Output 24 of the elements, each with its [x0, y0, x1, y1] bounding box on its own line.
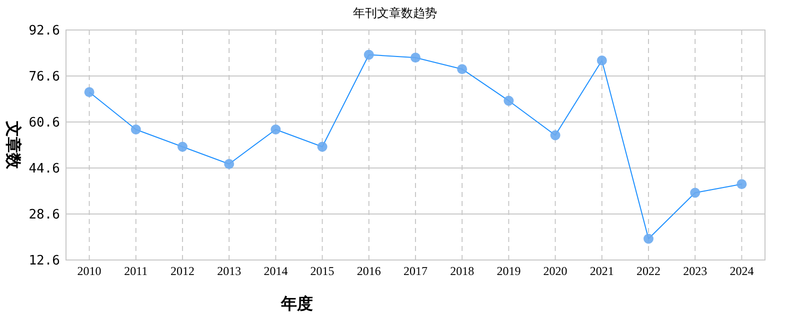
- x-tick-label: 2013: [217, 264, 242, 278]
- y-tick-label: 92.6: [28, 24, 60, 39]
- x-tick-label: 2017: [404, 264, 428, 278]
- x-tick-label: 2011: [124, 264, 148, 278]
- y-axis-title: 文章数: [4, 120, 23, 170]
- x-tick-label: 2014: [264, 264, 288, 278]
- x-tick-label: 2024: [730, 264, 754, 278]
- y-tick-label: 28.6: [28, 208, 60, 223]
- x-tick-label: 2022: [636, 264, 660, 278]
- x-tick-label: 2021: [590, 264, 614, 278]
- x-tick-label: 2018: [450, 264, 474, 278]
- x-tick-label: 2020: [543, 264, 568, 278]
- y-tick-label: 12.6: [28, 254, 60, 269]
- x-tick-label: 2016: [356, 264, 381, 278]
- chart-title: 年刊文章数趋势: [353, 6, 437, 20]
- x-axis-title: 年度: [280, 294, 313, 313]
- y-tick-label: 44.6: [28, 162, 60, 177]
- x-tick-label: 2023: [683, 264, 708, 278]
- x-tick-label: 2012: [170, 264, 194, 278]
- x-tick-label: 2010: [77, 264, 102, 278]
- x-tick-label: 2015: [310, 264, 334, 278]
- y-tick-label: 76.6: [28, 70, 60, 85]
- y-tick-label: 60.6: [28, 116, 60, 131]
- x-tick-label: 2019: [496, 264, 521, 278]
